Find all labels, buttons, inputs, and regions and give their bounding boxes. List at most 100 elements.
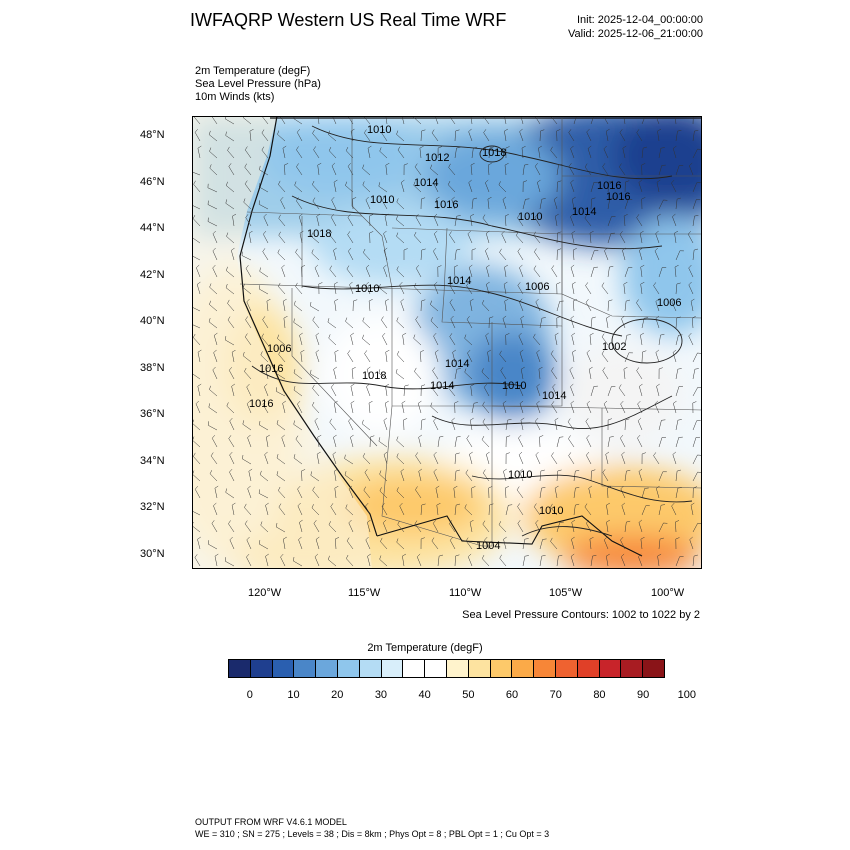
wind-barb xyxy=(333,366,338,380)
wind-barb xyxy=(228,435,235,448)
wind-barb xyxy=(414,520,422,533)
wind-barb xyxy=(568,129,575,142)
wind-barb xyxy=(419,145,424,159)
wind-barb xyxy=(293,420,303,431)
wind-barb xyxy=(451,417,456,431)
wind-barb xyxy=(295,435,303,448)
wind-barb xyxy=(193,180,201,193)
wind-barb xyxy=(365,281,371,295)
wind-barb xyxy=(520,315,525,329)
wind-barb xyxy=(259,183,269,193)
wind-barb xyxy=(551,265,558,278)
wind-barb xyxy=(400,298,405,312)
colorbar-swatch xyxy=(337,660,360,677)
wind-barb xyxy=(556,231,562,244)
wind-barb xyxy=(554,332,559,346)
wind-barb xyxy=(433,332,439,346)
wind-barb xyxy=(334,485,339,499)
colorbar-label: 10 xyxy=(287,689,300,701)
wind-barb xyxy=(605,451,610,465)
wind-barb xyxy=(485,332,490,346)
pressure-label: 1018 xyxy=(482,147,506,159)
wind-barb xyxy=(653,452,660,465)
wind-barb xyxy=(345,146,354,159)
wind-barb xyxy=(550,503,558,516)
wind-barb xyxy=(656,485,660,499)
wind-barb xyxy=(522,163,529,176)
lon-label-120w: 120°W xyxy=(248,587,282,599)
wind-barb xyxy=(556,282,561,295)
wind-barb xyxy=(293,454,303,465)
wind-barb xyxy=(385,298,389,312)
pressure-label: 1014 xyxy=(447,275,471,287)
wind-barb xyxy=(346,265,354,278)
wind-barb xyxy=(481,368,490,380)
wind-barb xyxy=(367,553,371,567)
wind-barb xyxy=(434,349,439,363)
wind-barb xyxy=(606,553,610,567)
colorbar-swatch xyxy=(599,660,622,677)
wind-barb xyxy=(601,333,609,346)
colorbar-swatch xyxy=(490,660,513,677)
wind-barb xyxy=(298,536,303,550)
wind-barb xyxy=(641,146,648,159)
wind-barb xyxy=(658,147,665,159)
wind-barb xyxy=(259,470,269,482)
wind-barb xyxy=(622,145,627,159)
wind-barb xyxy=(535,451,541,465)
wind-barb xyxy=(567,418,575,431)
lat-label-38: 38°N xyxy=(140,362,165,374)
colorbar-label: 100 xyxy=(677,689,697,701)
pressure-label: 1010 xyxy=(518,211,542,223)
wind-barb xyxy=(518,332,524,346)
wind-barb xyxy=(658,333,665,346)
field-list: 2m Temperature (degF) Sea Level Pressure… xyxy=(195,65,321,104)
wind-barb xyxy=(277,130,286,142)
wind-barb xyxy=(243,198,252,210)
wind-barb xyxy=(318,282,323,295)
wind-barb xyxy=(573,486,580,499)
wind-barb xyxy=(208,403,218,414)
wind-barb xyxy=(299,332,303,346)
wind-barb xyxy=(434,281,439,295)
wind-barb xyxy=(570,383,575,397)
wind-barb xyxy=(586,128,592,142)
wind-barb xyxy=(488,486,493,499)
wind-barb xyxy=(505,435,511,448)
colorbar-label: 30 xyxy=(374,689,388,701)
wind-barb xyxy=(655,349,660,363)
wind-barb xyxy=(345,317,354,329)
wind-barb xyxy=(369,231,374,244)
pressure-label: 1014 xyxy=(414,177,438,189)
wind-barb xyxy=(556,554,563,567)
wind-barb xyxy=(556,469,562,482)
wind-barb xyxy=(299,230,304,244)
wind-barb xyxy=(624,334,631,346)
wind-barb xyxy=(636,367,643,380)
wind-barb xyxy=(262,316,269,329)
wind-barb xyxy=(278,282,286,295)
wind-barb xyxy=(568,452,575,465)
wind-barb xyxy=(229,417,235,431)
wind-barb xyxy=(556,163,563,176)
wind-barb xyxy=(300,349,305,363)
wind-barb xyxy=(420,537,425,550)
field-winds: 10m Winds (kts) xyxy=(195,91,275,103)
colorbar-title: 2m Temperature (degF) xyxy=(367,642,483,654)
wind-barb xyxy=(516,231,524,244)
wind-barb xyxy=(396,350,405,363)
wind-barb xyxy=(382,332,388,346)
pressure-label: 1014 xyxy=(430,380,454,392)
wind-barb xyxy=(470,116,473,125)
wind-barb xyxy=(571,281,576,295)
wind-barb xyxy=(207,217,218,227)
wind-barb xyxy=(499,350,507,363)
wind-barb xyxy=(249,128,254,142)
wind-barb xyxy=(226,232,235,244)
wind-barb xyxy=(590,554,597,567)
wind-barb xyxy=(259,420,269,431)
wind-barb xyxy=(316,213,321,227)
wind-barb xyxy=(413,282,422,295)
wind-barb xyxy=(692,401,697,414)
wind-barb xyxy=(505,486,510,499)
